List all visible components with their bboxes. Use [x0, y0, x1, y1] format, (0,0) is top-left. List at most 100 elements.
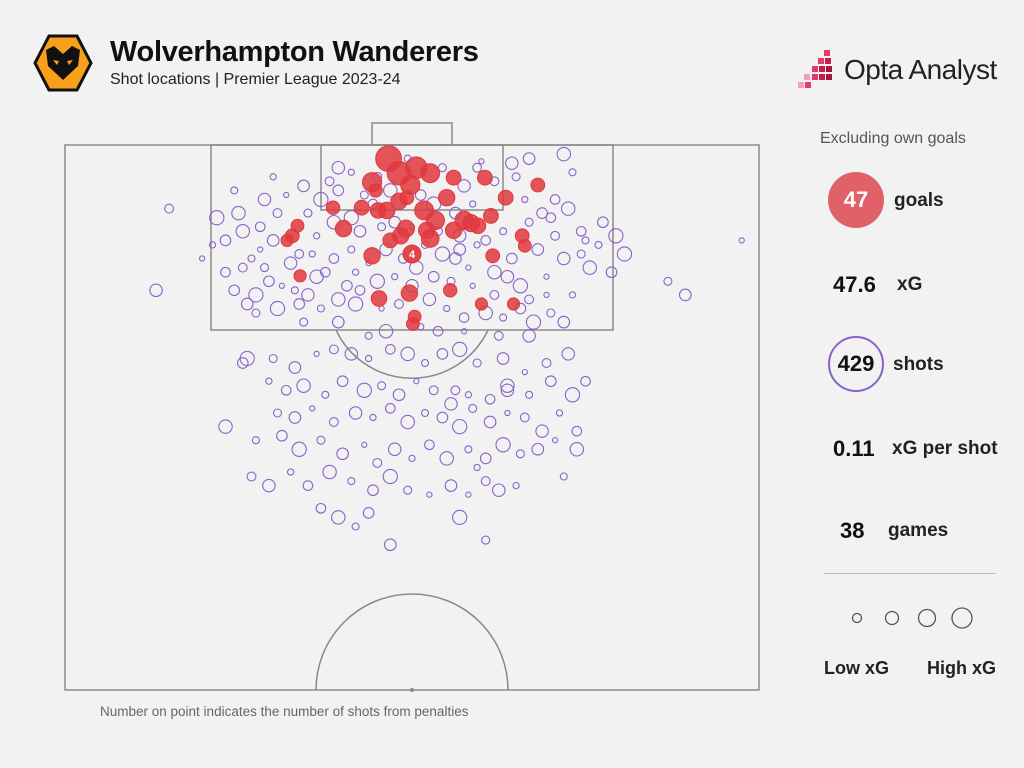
shot-point [452, 341, 468, 358]
legend-low-label: Low xG [824, 658, 890, 678]
shot-point [500, 269, 515, 284]
shot-point [525, 314, 542, 330]
shot-point [465, 491, 472, 498]
shot-point [351, 268, 360, 276]
shot-point [496, 352, 510, 365]
shot-point [383, 183, 398, 198]
shot-point [560, 201, 576, 216]
shot-point [594, 240, 603, 249]
goal-point [485, 248, 501, 264]
shot-point [164, 203, 175, 214]
goal-point [399, 190, 415, 206]
shot-point [495, 437, 511, 453]
goal-point [497, 189, 514, 206]
shot-point [280, 384, 292, 396]
shot-point [364, 331, 373, 340]
shot-point [384, 403, 396, 414]
goal-point [382, 232, 399, 249]
stats-note: Excluding own goals [820, 130, 966, 147]
shot-point [678, 288, 692, 302]
shot-point [286, 468, 295, 476]
shot-point [512, 278, 529, 294]
shot-point [392, 388, 406, 402]
xg-value: 47.6 [833, 272, 876, 297]
shot-point [420, 358, 430, 368]
shot-point [543, 273, 550, 280]
shot-point [493, 330, 504, 341]
shot-point [268, 353, 278, 364]
shot-point [348, 406, 363, 420]
shot-point [453, 243, 467, 256]
shot-point [403, 485, 413, 495]
shot-point [524, 217, 534, 227]
shot-point [505, 252, 518, 265]
shot-point [236, 357, 249, 369]
shot-point [257, 246, 264, 253]
shot-point [545, 212, 557, 224]
shot-point [235, 224, 251, 239]
goals-label: goals [894, 190, 944, 211]
shot-point [525, 390, 534, 399]
shot-point [283, 256, 298, 270]
shot-point [408, 454, 416, 463]
goal-point [280, 233, 294, 247]
shot-point [288, 361, 302, 374]
shot-point [521, 195, 529, 204]
shot-point [483, 415, 497, 429]
shot-point [251, 308, 261, 318]
shot-point [616, 246, 633, 262]
shot-point [439, 451, 454, 466]
shot-point [384, 344, 396, 355]
shot-point [555, 409, 564, 417]
shot-point [460, 328, 468, 335]
shot-point [251, 436, 260, 445]
shot-point [319, 266, 331, 278]
shots-layer [149, 146, 745, 552]
shot-point [356, 382, 372, 398]
shot-point [444, 397, 458, 411]
shot-point [294, 249, 305, 259]
shot-point [228, 284, 241, 297]
shot-point [521, 368, 528, 376]
shot-point [400, 346, 415, 362]
games-value: 38 [840, 518, 865, 543]
shot-point [443, 304, 451, 313]
shot-point [582, 260, 598, 275]
shot-point [561, 347, 575, 361]
shot-point [331, 315, 345, 329]
shot-point [230, 186, 239, 195]
shot-point [331, 160, 346, 175]
shot-point [309, 269, 324, 284]
shot-point [218, 419, 233, 434]
xg-per-shot-value: 0.11 [833, 436, 875, 461]
shot-point [299, 317, 309, 327]
shot-point [536, 207, 548, 219]
shot-point [464, 445, 473, 454]
shot-point [367, 484, 379, 497]
goal-point [474, 297, 488, 311]
penalty-arc [335, 329, 489, 379]
shot-point [308, 250, 316, 258]
shots-badge: 429 [828, 336, 884, 392]
shot-point [354, 284, 366, 296]
penalty-count-label: 4 [409, 249, 416, 261]
shot-point [580, 375, 591, 387]
shot-point [263, 275, 275, 288]
shot-point [464, 391, 473, 399]
shot-point [481, 535, 491, 545]
shot-point [458, 312, 470, 323]
shot-point [257, 192, 272, 207]
shot-point [465, 264, 472, 271]
shot-point [347, 168, 355, 176]
shot-point [312, 232, 321, 240]
shot-point [663, 276, 673, 286]
goal-point [445, 169, 462, 186]
shot-point [432, 325, 444, 337]
legend-circle-m [917, 608, 937, 628]
shot-point [302, 480, 314, 491]
shot-point [347, 296, 364, 312]
shot-point [559, 472, 568, 481]
shot-point [391, 273, 399, 281]
shot-point [478, 158, 485, 165]
